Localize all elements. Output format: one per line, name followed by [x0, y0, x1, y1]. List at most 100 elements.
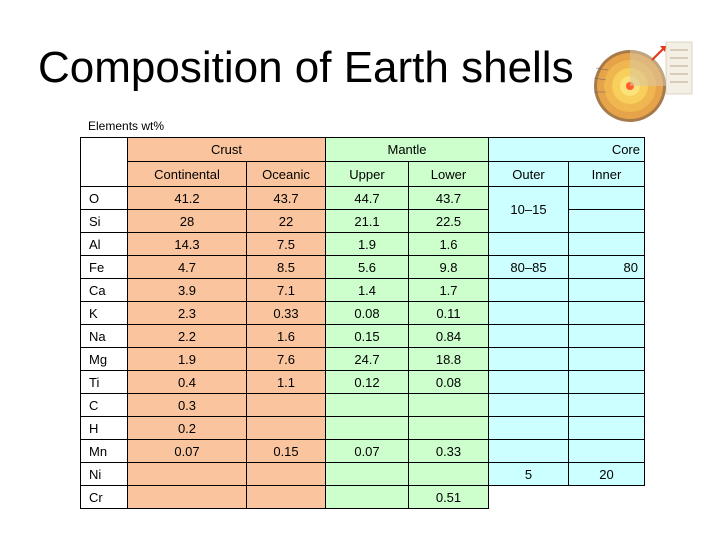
lower-value: 0.84 — [408, 324, 489, 348]
element-label: K — [80, 301, 128, 325]
oceanic-header: Oceanic — [246, 161, 326, 187]
upper-value — [325, 462, 409, 486]
upper-value: 0.07 — [325, 439, 409, 463]
continental-value: 1.9 — [127, 347, 247, 371]
table-row: K 2.3 0.33 0.08 0.11 — [80, 301, 645, 325]
table-row: Al 14.3 7.5 1.9 1.6 — [80, 232, 645, 256]
inner-fe-value: 80 — [568, 255, 645, 279]
upper-value: 1.4 — [325, 278, 409, 302]
inner-value — [568, 370, 645, 394]
continental-value: 0.3 — [127, 393, 247, 417]
element-label: Mn — [80, 439, 128, 463]
upper-value — [325, 485, 409, 509]
continental-value: 0.2 — [127, 416, 247, 440]
inner-value — [568, 186, 645, 210]
outer-value — [488, 393, 569, 417]
continental-value: 3.9 — [127, 278, 247, 302]
element-label: Ca — [80, 278, 128, 302]
oceanic-value: 7.1 — [246, 278, 326, 302]
continental-value: 2.3 — [127, 301, 247, 325]
element-label: O — [80, 186, 128, 210]
table-row: H 0.2 — [80, 416, 645, 440]
outer-value — [488, 485, 569, 509]
lower-value — [408, 416, 489, 440]
element-label: Al — [80, 232, 128, 256]
outer-value — [488, 416, 569, 440]
lower-value: 1.6 — [408, 232, 489, 256]
oceanic-value: 43.7 — [246, 186, 326, 210]
outer-value — [488, 324, 569, 348]
continental-value: 2.2 — [127, 324, 247, 348]
continental-value: 41.2 — [127, 186, 247, 210]
lower-value: 22.5 — [408, 209, 489, 233]
outer-header: Outer — [488, 161, 569, 187]
upper-value: 0.08 — [325, 301, 409, 325]
inner-value — [568, 301, 645, 325]
oceanic-value: 1.6 — [246, 324, 326, 348]
continental-value: 0.07 — [127, 439, 247, 463]
oceanic-value — [246, 416, 326, 440]
oceanic-value — [246, 485, 326, 509]
upper-header: Upper — [325, 161, 409, 187]
table-row: O 41.2 43.7 44.7 43.7 10–15 — [80, 186, 645, 233]
inner-value — [568, 393, 645, 417]
upper-value: 24.7 — [325, 347, 409, 371]
oceanic-value — [246, 393, 326, 417]
upper-value: 5.6 — [325, 255, 409, 279]
oceanic-value: 8.5 — [246, 255, 326, 279]
composition-table: Crust Mantle Core Continental Oceanic Up… — [80, 137, 645, 509]
element-label: H — [80, 416, 128, 440]
lower-value: 0.51 — [408, 485, 489, 509]
upper-value — [325, 416, 409, 440]
upper-value: 21.1 — [325, 209, 409, 233]
group-header-row: Crust Mantle Core — [80, 137, 645, 187]
element-label: Ti — [80, 370, 128, 394]
continental-value — [127, 485, 247, 509]
upper-value — [325, 393, 409, 417]
inner-value — [568, 278, 645, 302]
table-row: C 0.3 — [80, 393, 645, 417]
lower-value: 9.8 — [408, 255, 489, 279]
inner-value — [568, 232, 645, 256]
oceanic-value: 0.15 — [246, 439, 326, 463]
mantle-header: Mantle — [325, 137, 489, 162]
core-header: Core — [488, 137, 645, 162]
continental-value: 0.4 — [127, 370, 247, 394]
element-label: Fe — [80, 255, 128, 279]
upper-value: 1.9 — [325, 232, 409, 256]
element-label: Cr — [80, 485, 128, 509]
element-label: C — [80, 393, 128, 417]
continental-value — [127, 462, 247, 486]
element-label: Na — [80, 324, 128, 348]
lower-value — [408, 393, 489, 417]
oceanic-value: 7.5 — [246, 232, 326, 256]
earth-layers-diagram-icon — [588, 40, 698, 130]
element-label: Si — [80, 209, 128, 233]
table-row: Fe 4.7 8.5 5.6 9.8 80–85 80 — [80, 255, 645, 279]
outer-value — [488, 278, 569, 302]
table-row: Ni 5 20 — [80, 462, 645, 486]
continental-value: 4.7 — [127, 255, 247, 279]
outer-value — [488, 232, 569, 256]
outer-value — [488, 370, 569, 394]
table-row: Ti 0.4 1.1 0.12 0.08 — [80, 370, 645, 394]
slide-title: Composition of Earth shells — [38, 43, 574, 92]
outer-value — [488, 439, 569, 463]
lower-value: 0.11 — [408, 301, 489, 325]
lower-value: 0.33 — [408, 439, 489, 463]
inner-ni-value: 20 — [568, 462, 645, 486]
continental-value: 14.3 — [127, 232, 247, 256]
table-row: Ca 3.9 7.1 1.4 1.7 — [80, 278, 645, 302]
upper-value: 0.15 — [325, 324, 409, 348]
outer-ni-value: 5 — [488, 462, 569, 486]
inner-value — [568, 347, 645, 371]
continental-value: 28 — [127, 209, 247, 233]
outer-o-si-value: 10–15 — [488, 186, 569, 233]
outer-fe-value: 80–85 — [488, 255, 569, 279]
oceanic-value — [246, 462, 326, 486]
crust-header: Crust — [127, 137, 326, 162]
upper-value: 44.7 — [325, 186, 409, 210]
lower-value: 43.7 — [408, 186, 489, 210]
continental-header: Continental — [127, 161, 247, 187]
lower-value — [408, 462, 489, 486]
